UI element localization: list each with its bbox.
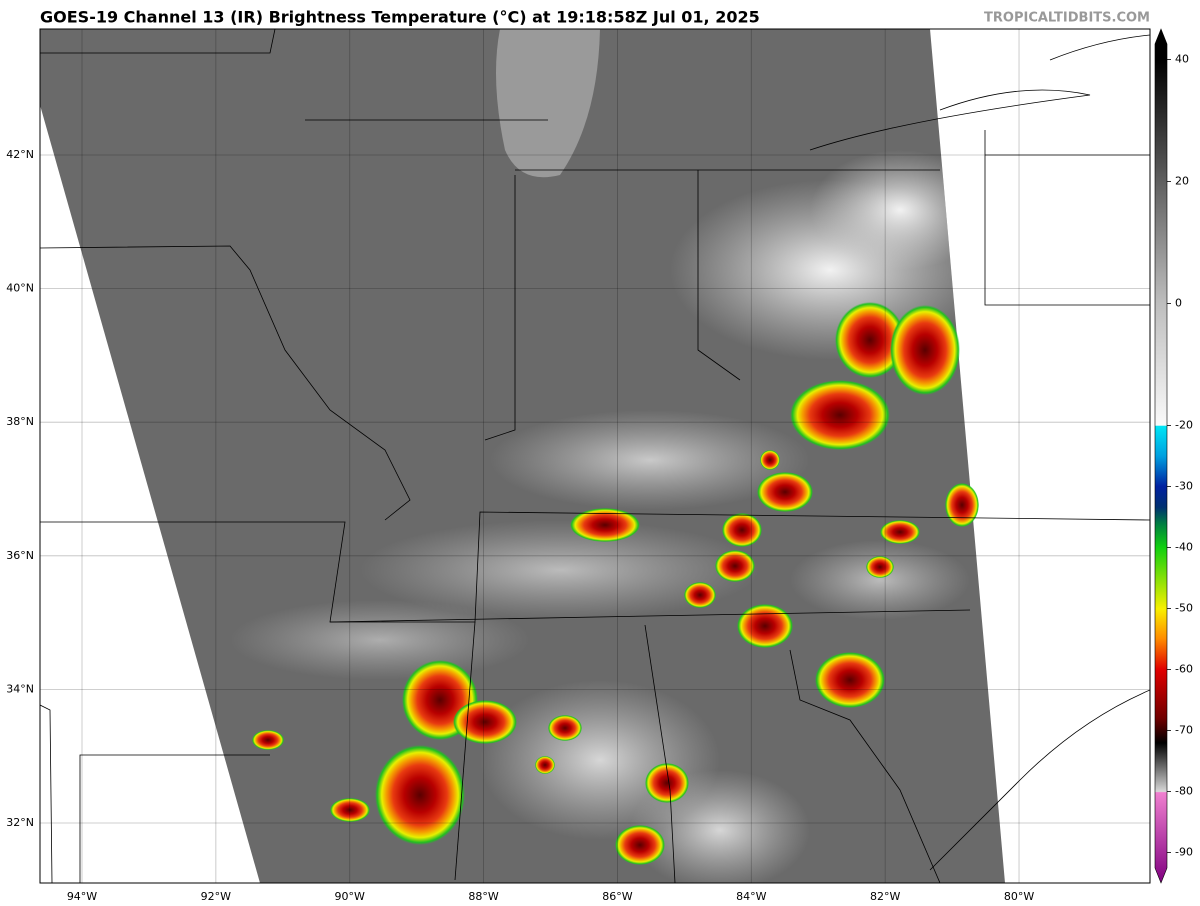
title: GOES-19 Channel 13 (IR) Brightness Tempe… xyxy=(40,8,760,27)
colorbar xyxy=(1154,28,1168,884)
lon-label: 90°W xyxy=(335,890,365,903)
colorbar-tick-label: -20 xyxy=(1175,419,1193,432)
lon-label: 80°W xyxy=(1004,890,1034,903)
lon-label: 82°W xyxy=(870,890,900,903)
lon-label: 94°W xyxy=(67,890,97,903)
lon-label: 86°W xyxy=(602,890,632,903)
colorbar-tick-label: -70 xyxy=(1175,724,1193,737)
lon-label: 84°W xyxy=(736,890,766,903)
lat-label: 36°N xyxy=(6,549,34,562)
map-frame xyxy=(39,28,1151,884)
lat-label: 42°N xyxy=(6,148,34,161)
lat-label: 32°N xyxy=(6,816,34,829)
colorbar-ticks: 40 20 0 -20 -30 -40 -50 -60 -70 -80 -90 xyxy=(1167,53,1193,859)
colorbar-tick-label: -30 xyxy=(1175,480,1193,493)
satellite-swath xyxy=(40,29,1005,883)
lon-label: 92°W xyxy=(201,890,231,903)
map xyxy=(40,29,1150,883)
lon-label: 88°W xyxy=(468,890,498,903)
lat-label: 38°N xyxy=(6,415,34,428)
colorbar-tick-label: -90 xyxy=(1175,846,1193,859)
colorbar-tick-label: -60 xyxy=(1175,663,1193,676)
colorbar-tick-label: 40 xyxy=(1175,53,1189,66)
watermark: TROPICALTIDBITS.COM xyxy=(984,11,1150,26)
borders xyxy=(40,29,1150,883)
colorbar-tick-label: 20 xyxy=(1175,175,1189,188)
lat-label: 40°N xyxy=(6,282,34,295)
colorbar-tick-label: 0 xyxy=(1175,297,1182,310)
storms xyxy=(252,302,979,865)
lat-label: 34°N xyxy=(6,682,34,695)
lake-michigan xyxy=(496,29,600,178)
colorbar-tick-label: -80 xyxy=(1175,785,1193,798)
colorbar-tick-label: -40 xyxy=(1175,541,1193,554)
graticule xyxy=(40,29,1150,883)
colorbar-tick-label: -50 xyxy=(1175,602,1193,615)
